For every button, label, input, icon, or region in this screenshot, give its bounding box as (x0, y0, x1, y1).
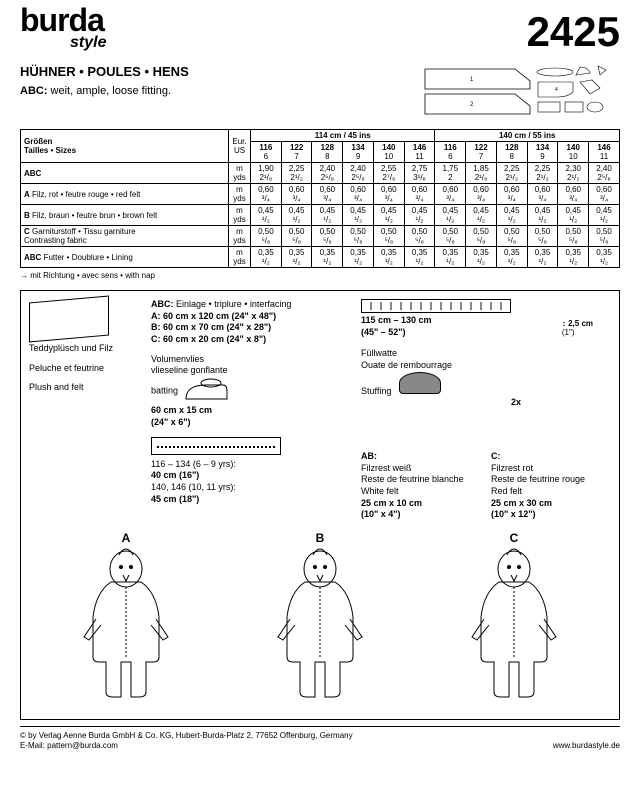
header: burda style 2425 (20, 8, 620, 56)
variants: A B C (29, 531, 611, 711)
footer: © by Verlag Aenne Burda GmbH & Co. KG, H… (20, 726, 620, 752)
logo: burda style (20, 8, 106, 52)
svg-text:4: 4 (555, 87, 558, 93)
elastic: ↕ 2,5 cm(1") 115 cm – 130 cm(45" – 52") (361, 299, 601, 338)
title-row: HÜHNER • POULES • HENS ABC: weit, ample,… (20, 64, 620, 119)
website: www.burdastyle.de (553, 741, 620, 751)
zipper-icon (151, 437, 281, 455)
costume-b-icon (265, 547, 375, 702)
fabric-icon (29, 296, 109, 343)
materials-box: Teddyplüsch und Filz Peluche et feutrine… (20, 290, 620, 720)
fabric-en: Plush and felt (29, 382, 139, 394)
width-140: 140 cm / 55 ins (435, 130, 620, 142)
pattern-pieces-diagram: 1 2 4 (420, 64, 620, 119)
logo-main: burda (20, 8, 106, 34)
logo-sub: style (70, 34, 106, 52)
svg-text:2: 2 (470, 102, 474, 108)
batting: Volumenvliesvlieseline gonflantebatting … (151, 354, 351, 429)
fabric-fr: Peluche et feutrine (29, 363, 139, 375)
ab-felt: AB:Filzrest weißReste de feutrine blanch… (361, 451, 481, 521)
email: E-Mail: pattern@burda.com (20, 741, 118, 750)
iron-icon (181, 377, 231, 405)
interfacing: ABC: Einlage • triplure • interfacing A:… (151, 299, 351, 346)
table-row: ABC Futter • Doublure • Liningmyds0,35¹/… (21, 247, 620, 268)
variant-a: A (56, 531, 196, 711)
dome-icon (399, 372, 441, 394)
fabric-table: GrößenTailles • Sizes Eur.US 114 cm / 45… (20, 129, 620, 268)
elastic-height: ↕ 2,5 cm(1") (562, 319, 593, 337)
costume-c-icon (459, 547, 569, 702)
width-114: 114 cm / 45 ins (251, 130, 435, 142)
subtitle: ABC: weit, ample, loose fitting. (20, 85, 189, 97)
table-row: B Filz, braun • feutre brun • brown felt… (21, 205, 620, 226)
zipper-sizes: 116 – 134 (6 – 9 yrs):40 cm (16") 140, 1… (151, 459, 351, 506)
fabric-de: Teddyplüsch und Filz (29, 343, 139, 355)
page-title: HÜHNER • POULES • HENS (20, 64, 189, 79)
elastic-icon (361, 299, 511, 313)
table-row: C Garniturstoff • Tissu garnitureContras… (21, 226, 620, 247)
subtitle-text: weit, ample, loose fitting. (48, 85, 172, 97)
costume-a-icon (71, 547, 181, 702)
variant-b: B (250, 531, 390, 711)
size-header: GrößenTailles • Sizes (21, 130, 229, 163)
svg-text:1: 1 (470, 77, 474, 83)
copyright: © by Verlag Aenne Burda GmbH & Co. KG, H… (20, 731, 353, 740)
c-felt: C:Filzrest rotReste de feutrine rougeRed… (491, 451, 601, 521)
variant-c: C (444, 531, 584, 711)
table-row: ABC myds1,902¹/₈2,252¹/₂2,402⁵/₈2,402⁵/₈… (21, 163, 620, 184)
table-row: A Filz, rot • feutre rouge • red feltmyd… (21, 184, 620, 205)
nap-note: → mit Richtung • avec sens • with nap (20, 271, 620, 280)
pattern-number: 2425 (527, 8, 620, 56)
subtitle-prefix: ABC: (20, 85, 48, 97)
stuffing: FüllwatteOuate de rembourrageStuffing 2x (361, 348, 601, 409)
